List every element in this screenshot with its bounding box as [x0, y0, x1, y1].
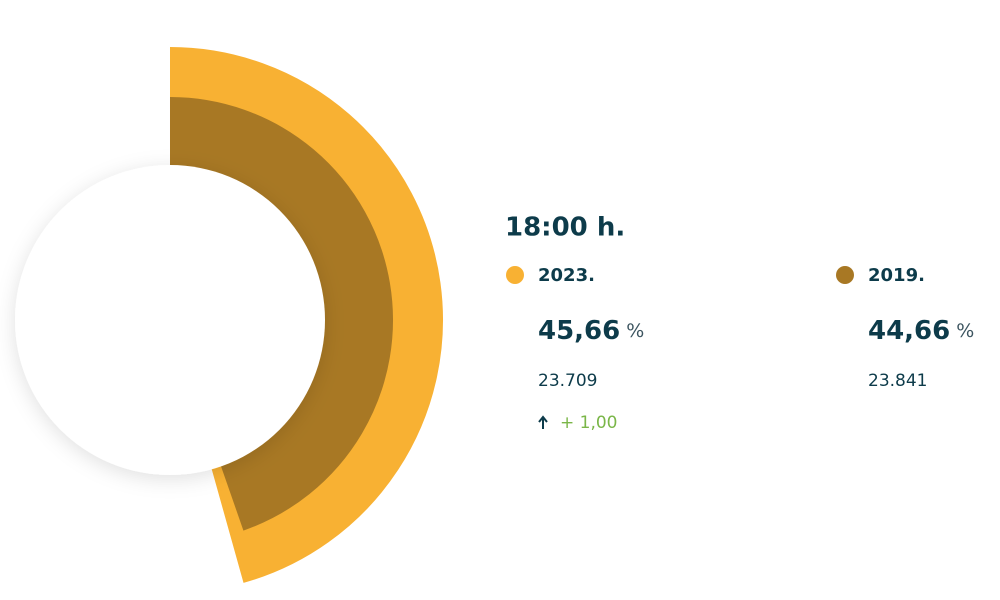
votes: 23.709	[538, 371, 597, 391]
percent-value: 45,66%	[538, 316, 644, 346]
percent-number: 44,66	[868, 316, 950, 346]
change: + 1,00	[560, 413, 618, 433]
percent-value: 44,66%	[868, 316, 974, 346]
legend-dot	[836, 266, 854, 284]
arcs	[168, 47, 443, 583]
chart-title: 18:00 h.	[505, 213, 625, 243]
legend-dot	[506, 266, 524, 284]
center-disc	[15, 165, 325, 475]
arrow-icon	[538, 415, 548, 429]
legend-label: 2023.	[538, 265, 595, 286]
arc	[169, 97, 393, 531]
percent-unit: %	[626, 320, 644, 342]
legend-label: 2019.	[868, 265, 925, 286]
percent-number: 45,66	[538, 316, 620, 346]
votes: 23.841	[868, 371, 927, 391]
percent-unit: %	[956, 320, 974, 342]
